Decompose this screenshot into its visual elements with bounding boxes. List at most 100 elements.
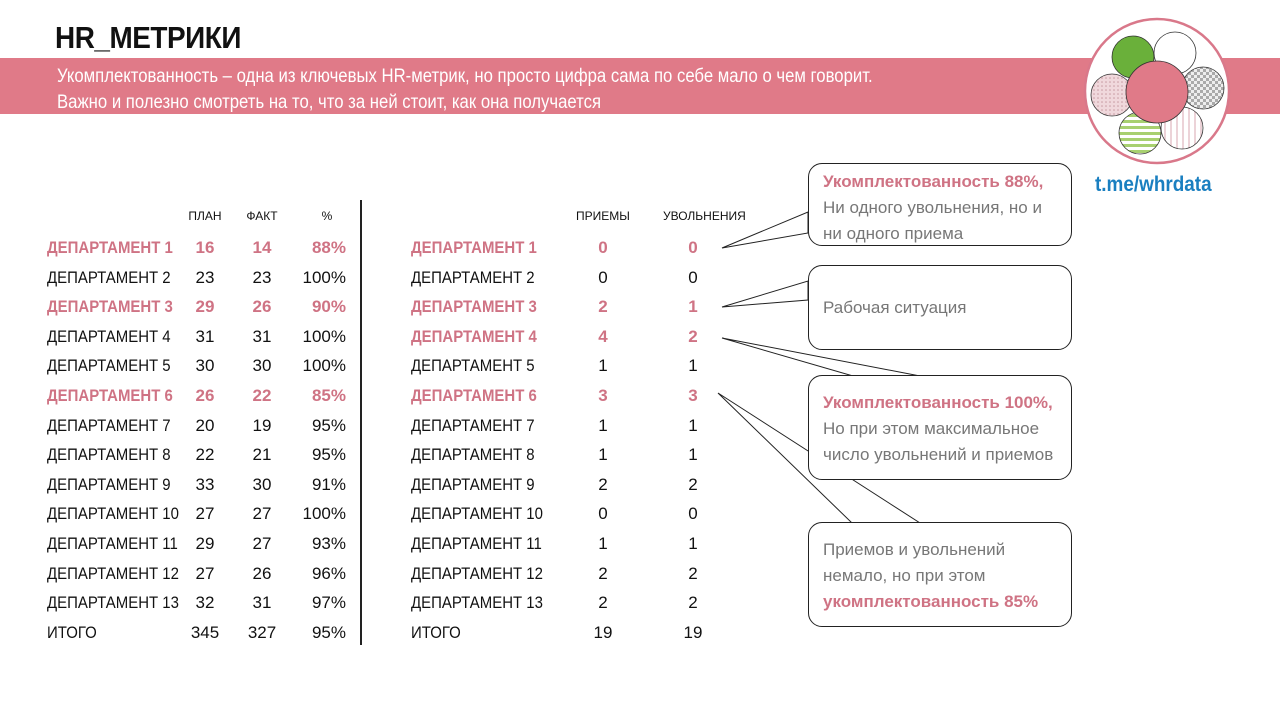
- exits-value: 2: [688, 593, 698, 613]
- department-name: ИТОГО: [411, 622, 461, 642]
- callout-3: Укомплектованность 100%, Но при этом мак…: [808, 375, 1072, 480]
- department-name: ДЕПАРТАМЕНТ 6: [47, 386, 173, 405]
- subtitle: Укомплектованность – одна из ключевых HR…: [57, 64, 873, 116]
- department-name: ДЕПАРТАМЕНТ 1: [411, 238, 537, 257]
- hires-value: 1: [598, 415, 608, 435]
- fact-value: 31: [252, 593, 272, 613]
- telegram-link[interactable]: t.me/whrdata: [1095, 173, 1212, 196]
- exits-value: 0: [688, 504, 698, 524]
- department-name: ДЕПАРТАМЕНТ 2: [411, 267, 535, 287]
- department-name: ДЕПАРТАМЕНТ 3: [411, 297, 537, 317]
- table-divider: [360, 200, 362, 645]
- hires-value: 2: [598, 474, 608, 494]
- department-name: ДЕПАРТАМЕНТ 10: [47, 504, 179, 524]
- plan-value: 16: [195, 238, 215, 257]
- callout-4: Приемов и увольнений немало, но при этом…: [808, 522, 1072, 627]
- callout-3-text: Но при этом максимальное число увольнени…: [823, 419, 1054, 464]
- header-plan: ПЛАН: [188, 209, 222, 223]
- fact-value: 26: [252, 297, 272, 317]
- fact-value: 19: [252, 415, 272, 435]
- header-percent: %: [321, 209, 333, 223]
- department-name: ДЕПАРТАМЕНТ 8: [47, 445, 171, 465]
- fact-value: 30: [252, 356, 272, 376]
- hires-value: 3: [598, 386, 608, 405]
- hires-value: 1: [598, 534, 608, 553]
- department-name: ДЕПАРТАМЕНТ 12: [411, 563, 543, 583]
- exits-value: 1: [688, 445, 698, 465]
- exits-value: 0: [688, 238, 698, 257]
- hires-value: 0: [598, 238, 608, 257]
- callout-pointer-2: [721, 280, 809, 308]
- header-fact: ФАКТ: [246, 209, 278, 223]
- fact-value: 14: [252, 238, 272, 257]
- hires-value: 2: [598, 297, 608, 317]
- hires-value: 1: [598, 445, 608, 465]
- page-title: HR_МЕТРИКИ: [55, 20, 241, 55]
- plan-value: 23: [195, 267, 215, 287]
- percent-value: 95%: [311, 415, 346, 435]
- department-name: ДЕПАРТАМЕНТ 13: [47, 593, 179, 613]
- plan-value: 29: [195, 534, 215, 553]
- callout-1-heading: Укомплектованность 88%,: [823, 172, 1044, 191]
- callout-3-heading: Укомплектованность 100%,: [823, 393, 1053, 412]
- fact-value: 21: [252, 445, 272, 465]
- exits-value: 1: [688, 534, 698, 553]
- percent-value: 95%: [311, 622, 346, 642]
- percent-value: 88%: [311, 238, 346, 257]
- plan-value: 27: [195, 563, 215, 583]
- percent-value: 100%: [302, 267, 346, 287]
- exits-value: 2: [688, 563, 698, 583]
- subtitle-band: [0, 58, 1280, 114]
- callout-4-heading: укомплектованность 85%: [823, 592, 1039, 611]
- exits-value: 0: [688, 267, 698, 287]
- exits-value: 3: [688, 386, 698, 405]
- callout-pointer-1: [721, 211, 809, 249]
- department-name: ДЕПАРТАМЕНТ 4: [411, 326, 537, 346]
- plan-value: 33: [195, 474, 215, 494]
- exits-value: 1: [688, 415, 698, 435]
- percent-value: 97%: [311, 593, 346, 613]
- department-name: ДЕПАРТАМЕНТ 6: [411, 386, 537, 405]
- percent-value: 95%: [311, 445, 346, 465]
- exits-value: 19: [683, 622, 703, 642]
- hires-value: 0: [598, 267, 608, 287]
- department-name: ДЕПАРТАМЕНТ 9: [47, 474, 171, 494]
- hires-value: 2: [598, 563, 608, 583]
- percent-value: 100%: [302, 326, 346, 346]
- plan-value: 22: [195, 445, 215, 465]
- plan-value: 27: [195, 504, 215, 524]
- percent-value: 100%: [302, 504, 346, 524]
- subtitle-line-1: Укомплектованность – одна из ключевых HR…: [57, 66, 873, 87]
- fact-value: 30: [252, 474, 272, 494]
- percent-value: 100%: [302, 356, 346, 376]
- plan-value: 20: [195, 415, 215, 435]
- fact-value: 27: [252, 534, 272, 553]
- hires-value: 0: [598, 504, 608, 524]
- department-name: ДЕПАРТАМЕНТ 7: [47, 415, 171, 435]
- hires-value: 2: [598, 593, 608, 613]
- callout-4-text: Приемов и увольнений немало, но при этом: [823, 540, 1006, 585]
- department-name: ДЕПАРТАМЕНТ 12: [47, 563, 179, 583]
- header-hires: ПРИЕМЫ: [576, 209, 630, 223]
- exits-value: 2: [688, 474, 698, 494]
- department-name: ДЕПАРТАМЕНТ 4: [47, 326, 171, 346]
- department-name: ДЕПАРТАМЕНТ 2: [47, 267, 171, 287]
- plan-value: 26: [195, 386, 215, 405]
- fact-value: 327: [247, 622, 277, 642]
- plan-value: 32: [195, 593, 215, 613]
- percent-value: 91%: [311, 474, 346, 494]
- fact-value: 26: [252, 563, 272, 583]
- department-name: ДЕПАРТАМЕНТ 10: [411, 504, 543, 524]
- hires-value: 4: [598, 326, 608, 346]
- exits-value: 2: [688, 326, 698, 346]
- fact-value: 27: [252, 504, 272, 524]
- percent-value: 85%: [311, 386, 346, 405]
- department-name: ИТОГО: [47, 622, 97, 642]
- subtitle-line-2: Важно и полезно смотреть на то, что за н…: [57, 92, 602, 113]
- plan-value: 29: [195, 297, 215, 317]
- plan-value: 345: [190, 622, 220, 642]
- department-name: ДЕПАРТАМЕНТ 11: [47, 534, 178, 553]
- exits-value: 1: [688, 356, 698, 376]
- plan-value: 31: [195, 326, 215, 346]
- callout-1: Укомплектованность 88%, Ни одного увольн…: [808, 163, 1072, 246]
